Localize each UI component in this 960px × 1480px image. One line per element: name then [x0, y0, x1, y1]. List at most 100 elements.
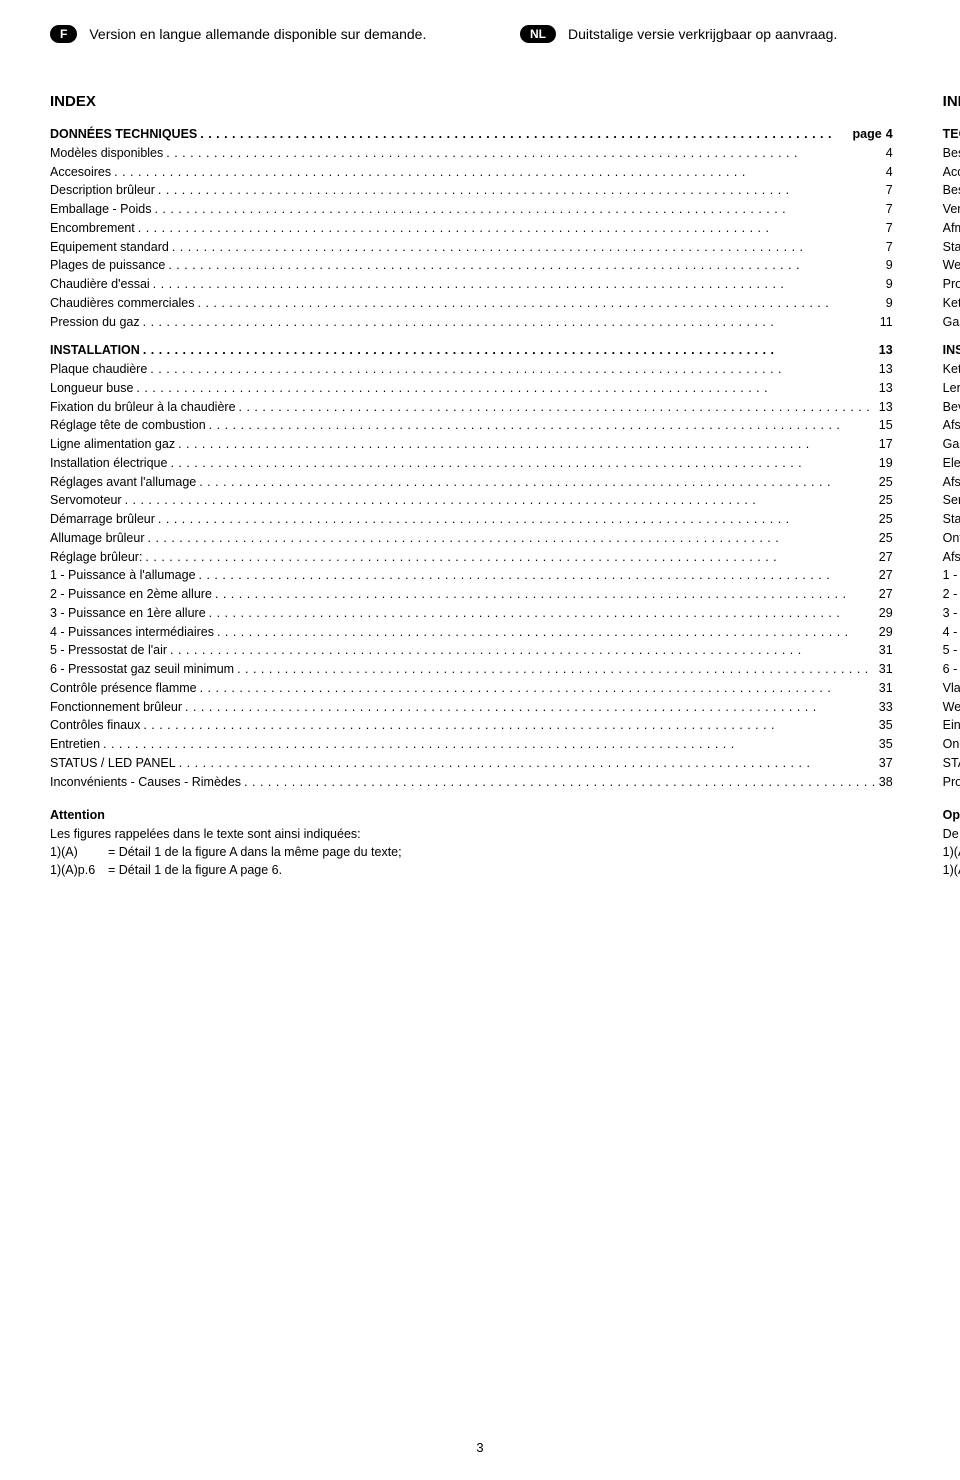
toc-entry: Verpakking - Gewicht. . . . . . . . . . …: [943, 200, 960, 219]
toc-page-number: 29: [879, 606, 893, 620]
toc-dots: . . . . . . . . . . . . . . . . . . . . …: [145, 548, 875, 567]
toc-entry: STATUS / LED PANEL. . . . . . . . . . . …: [50, 754, 893, 773]
toc-dots: . . . . . . . . . . . . . . . . . . . . …: [153, 275, 883, 294]
toc-dots: . . . . . . . . . . . . . . . . . . . . …: [166, 144, 882, 163]
toc-dots: . . . . . . . . . . . . . . . . . . . . …: [185, 698, 876, 717]
toc-entry: 6 - Min. gasdrukschakelaar. . . . . . . …: [943, 660, 960, 679]
toc-entry: 3 - Puissance en 1ère allure. . . . . . …: [50, 604, 893, 623]
toc-entry: Chaudière d'essai. . . . . . . . . . . .…: [50, 275, 893, 294]
header-right-item: NL Duitstalige versie verkrijgbaar op aa…: [520, 25, 910, 43]
toc-entry: Equipement standard. . . . . . . . . . .…: [50, 238, 893, 257]
toc-label: Afstellingen voor de ontsteking: [943, 473, 960, 492]
toc-entry: Réglage brûleur:. . . . . . . . . . . . …: [50, 548, 893, 567]
toc-page-number: 9: [886, 296, 893, 310]
toc-entry: 6 - Pressostat gaz seuil minimum. . . . …: [50, 660, 893, 679]
toc-label: Plages de puissance: [50, 256, 165, 275]
toc-page: 13: [879, 360, 893, 379]
toc-page-number: 7: [886, 221, 893, 235]
toc-page-number: 27: [879, 550, 893, 564]
toc-entry: Ketels in de handel. . . . . . . . . . .…: [943, 294, 960, 313]
toc-dots: . . . . . . . . . . . . . . . . . . . . …: [244, 773, 876, 792]
toc-label: Afmetingen: [943, 219, 960, 238]
header-left-item: F Version en langue allemande disponible…: [50, 25, 440, 43]
toc-entry: Afstellingen voor de ontsteking. . . . .…: [943, 473, 960, 492]
toc-entry: Gasleiding. . . . . . . . . . . . . . . …: [943, 435, 960, 454]
toc-label: Afstelling brander:: [943, 548, 960, 567]
right-index-title: INDEX: [943, 93, 960, 110]
toc-label: Réglages avant l'allumage: [50, 473, 196, 492]
toc-entry: 3 - Vermogen in 1° vlamgang. . . . . . .…: [943, 604, 960, 623]
toc-entry: Werkingsveld. . . . . . . . . . . . . . …: [943, 256, 960, 275]
right-note-intro: De figuren waarnaar verwezen wordt, zijn…: [943, 825, 960, 843]
toc-entry: 4 - Tussenliggende vermogens. . . . . . …: [943, 623, 960, 642]
toc-dots: . . . . . . . . . . . . . . . . . . . . …: [114, 163, 883, 182]
toc-page-number: 25: [879, 493, 893, 507]
toc-label: Contrôles finaux: [50, 716, 140, 735]
def-term: 1)(A)p.6: [50, 861, 108, 879]
toc-label: Beschrijving brander: [943, 181, 960, 200]
toc-label: Afstelling van de branderkop: [943, 416, 960, 435]
toc-entry: Entretien. . . . . . . . . . . . . . . .…: [50, 735, 893, 754]
toc-label: Plaque chaudière: [50, 360, 147, 379]
toc-label: Servomotor: [943, 491, 960, 510]
toc-entry: Accessoires. . . . . . . . . . . . . . .…: [943, 163, 960, 182]
toc-label: INSTALLATION: [50, 341, 140, 360]
toc-entry: Beschikbare modellen. . . . . . . . . . …: [943, 144, 960, 163]
toc-label: 1 - Vermogen bij ontsteking: [943, 566, 960, 585]
toc-page-number: 13: [879, 362, 893, 376]
toc-dots: . . . . . . . . . . . . . . . . . . . . …: [158, 181, 883, 200]
toc-label: Lengte branderkop: [943, 379, 960, 398]
toc-page-number: 19: [879, 456, 893, 470]
toc-dots: . . . . . . . . . . . . . . . . . . . . …: [239, 398, 876, 417]
columns-container: INDEX DONNÉES TECHNIQUES. . . . . . . . …: [50, 93, 910, 879]
toc-page-number: 35: [879, 718, 893, 732]
toc-entry: Pression du gaz. . . . . . . . . . . . .…: [50, 313, 893, 332]
toc-page: 4: [886, 144, 893, 163]
toc-page-number: 33: [879, 700, 893, 714]
toc-page-number: 7: [886, 240, 893, 254]
def-desc: = Détail 1 de la figure A page 6.: [108, 863, 282, 877]
toc-page: 7: [886, 219, 893, 238]
toc-label: Gasdruk: [943, 313, 960, 332]
toc-page-number: 25: [879, 512, 893, 526]
toc-page-prefix: page: [853, 127, 882, 141]
toc-entry: Starten brander. . . . . . . . . . . . .…: [943, 510, 960, 529]
toc-page: 25: [879, 491, 893, 510]
toc-label: Encombrement: [50, 219, 135, 238]
toc-page: 31: [879, 679, 893, 698]
toc-label: Starten brander: [943, 510, 960, 529]
toc-dots: . . . . . . . . . . . . . . . . . . . . …: [154, 200, 882, 219]
toc-label: Ketels in de handel: [943, 294, 960, 313]
toc-label: Onderhoud: [943, 735, 960, 754]
right-note-defs: 1)(A)= Detail 1 van figuur A op dezelfde…: [943, 843, 960, 879]
lang-badge-f: F: [50, 25, 77, 43]
toc-page-number: 29: [879, 625, 893, 639]
toc-dots: . . . . . . . . . . . . . . . . . . . . …: [138, 219, 883, 238]
toc-page: page4: [853, 125, 893, 144]
toc-page: 25: [879, 529, 893, 548]
left-index-title: INDEX: [50, 93, 893, 110]
toc-page-number: 7: [886, 202, 893, 216]
toc-label: Fonctionnement brûleur: [50, 698, 182, 717]
toc-entry: 5 - Pressostat de l'air. . . . . . . . .…: [50, 641, 893, 660]
toc-page-number: 4: [886, 146, 893, 160]
toc-entry: Contrôles finaux. . . . . . . . . . . . …: [50, 716, 893, 735]
toc-entry: Installation électrique. . . . . . . . .…: [50, 454, 893, 473]
toc-page: 27: [879, 566, 893, 585]
left-note-defs: 1)(A)= Détail 1 de la figure A dans la m…: [50, 843, 893, 879]
toc-entry: Démarrage brûleur. . . . . . . . . . . .…: [50, 510, 893, 529]
toc-page-number: 25: [879, 531, 893, 545]
toc-dots: . . . . . . . . . . . . . . . . . . . . …: [209, 416, 876, 435]
toc-entry: Beschrijving brander. . . . . . . . . . …: [943, 181, 960, 200]
toc-label: Ligne alimentation gaz: [50, 435, 175, 454]
toc-label: Démarrage brûleur: [50, 510, 155, 529]
left-note-title: Attention: [50, 806, 893, 824]
toc-page-number: 31: [879, 681, 893, 695]
toc-entry: Afstelling van de branderkop. . . . . . …: [943, 416, 960, 435]
toc-entry: 5 - Luchtdrukschakelaar. . . . . . . . .…: [943, 641, 960, 660]
toc-entry: 4 - Puissances intermédiaires. . . . . .…: [50, 623, 893, 642]
toc-entry: INSTALLATIE. . . . . . . . . . . . . . .…: [943, 341, 960, 360]
toc-dots: . . . . . . . . . . . . . . . . . . . . …: [172, 238, 883, 257]
toc-label: Réglage brûleur:: [50, 548, 142, 567]
toc-page-number: 31: [879, 662, 893, 676]
